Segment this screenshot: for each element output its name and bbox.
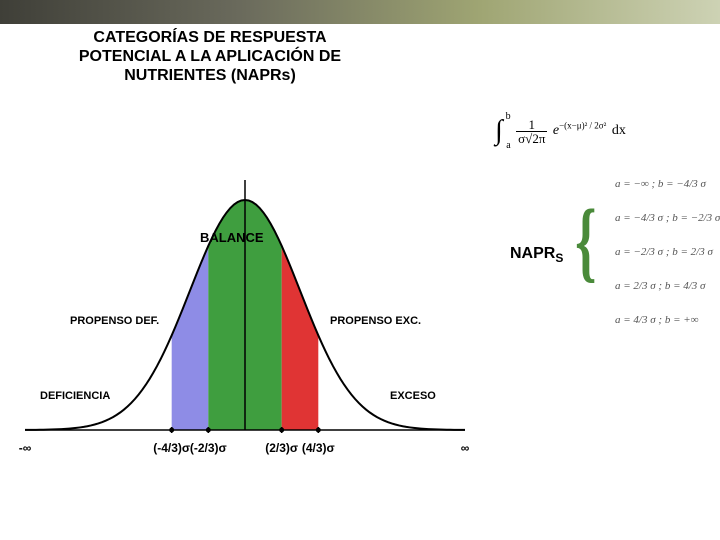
cond-5: a = 4/3 σ ; b = +∞ [615, 314, 699, 326]
naprs-text: NAPR [510, 245, 555, 262]
top-gradient-bar [0, 0, 720, 24]
int-upper: b [506, 111, 511, 122]
cond-1: a = −∞ ; b = −4/3 σ [615, 178, 706, 190]
brace-icon: { [575, 190, 596, 293]
label-deficiencia: DEFICIENCIA [40, 390, 110, 402]
svg-text:(-4/3)σ: (-4/3)σ [153, 441, 190, 455]
label-propenso-def: PROPENSO DEF. [70, 315, 159, 327]
cond-3: a = −2/3 σ ; b = 2/3 σ [615, 246, 713, 258]
cond-4: a = 2/3 σ ; b = 4/3 σ [615, 280, 705, 292]
integral-formula: ∫ b a 1 σ√2π e−(x−μ)² / 2σ² dx [495, 115, 626, 147]
distribution-chart: -∞ (-4/3)σ(-2/3)σ (2/3)σ (4/3)σ ∞ BALANCE PR… [10, 100, 480, 480]
page-title: CATEGORÍAS DE RESPUESTA POTENCIAL A LA A… [60, 28, 360, 86]
int-den: σ√2π [516, 132, 547, 145]
int-dx: dx [612, 123, 626, 138]
label-exceso: EXCESO [390, 390, 436, 402]
svg-text:∞: ∞ [461, 441, 470, 455]
chart-svg: -∞ (-4/3)σ(-2/3)σ (2/3)σ (4/3)σ ∞ [10, 100, 480, 480]
svg-text:-∞: -∞ [19, 441, 32, 455]
int-num: 1 [516, 118, 547, 132]
naprs-sub: S [555, 251, 563, 265]
svg-text:(4/3)σ: (4/3)σ [302, 441, 335, 455]
svg-text:(2/3)σ: (2/3)σ [265, 441, 298, 455]
naprs-label: NAPRS [510, 245, 563, 265]
int-lower: a [506, 140, 510, 151]
cond-2: a = −4/3 σ ; b = −2/3 σ [615, 212, 720, 224]
int-exp: −(x−μ)² / 2σ² [559, 121, 606, 131]
label-balance: BALANCE [200, 230, 264, 245]
label-propenso-exc: PROPENSO EXC. [330, 315, 421, 327]
svg-text:(-2/3)σ: (-2/3)σ [190, 441, 227, 455]
